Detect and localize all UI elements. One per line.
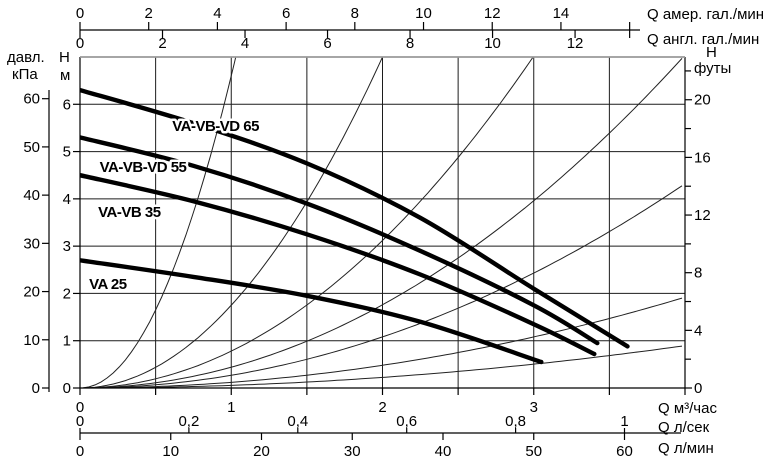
pump-curve-va-vb-vd-65 <box>80 87 630 349</box>
system-curve <box>83 185 683 388</box>
tick-label-us-gpm: 8 <box>351 5 359 22</box>
tick-label-m: 3 <box>63 238 71 255</box>
tick-label-ls: 0,2 <box>178 413 199 430</box>
tick-label-ls: 0,6 <box>396 413 417 430</box>
tick-label-kpa: 20 <box>23 284 40 301</box>
pump-curve-label-va-vb-vd-65: VA-VB-VD 65 <box>172 118 259 135</box>
tick-label-us-gpm: 6 <box>282 5 290 22</box>
tick-label-kpa: 60 <box>23 91 40 108</box>
tick-label-uk-gpm: 0 <box>76 35 84 52</box>
pump-curve-label-va-vb-35: VA-VB 35 <box>98 204 161 221</box>
tick-label-m: 2 <box>63 285 71 302</box>
tick-label-uk-gpm: 2 <box>158 35 166 52</box>
axis-unit-uk-gpm: Q англ. гал./мин <box>647 31 759 48</box>
tick-label-m: 6 <box>63 96 71 113</box>
tick-label-lmin: 20 <box>253 443 270 460</box>
tick-label-uk-gpm: 8 <box>406 35 414 52</box>
tick-label-us-gpm: 0 <box>76 5 84 22</box>
tick-label-kpa: 40 <box>23 187 40 204</box>
axis-unit-ft: футы <box>694 60 731 77</box>
tick-label-ft: 8 <box>694 265 702 282</box>
tick-label-m3h: 2 <box>378 399 386 416</box>
axis-unit-m: м <box>60 67 70 84</box>
tick-label-m: 5 <box>63 144 71 161</box>
system-curve <box>82 57 384 388</box>
tick-label-lmin: 40 <box>435 443 452 460</box>
tick-label-m3h: 0 <box>76 399 84 416</box>
tick-label-lmin: 30 <box>344 443 361 460</box>
tick-label-m3h: 1 <box>227 399 235 416</box>
tick-label-ft: 4 <box>694 322 702 339</box>
system-curve <box>82 58 683 388</box>
tick-label-ls: 0 <box>76 413 84 430</box>
system-curve <box>82 57 534 388</box>
tick-label-us-gpm: 2 <box>145 5 153 22</box>
tick-label-ls: 1 <box>620 413 628 430</box>
tick-label-ft: 12 <box>694 207 711 224</box>
system-curve <box>83 345 683 388</box>
tick-label-ft: 16 <box>694 149 711 166</box>
axis-unit-ls: Q л/сек <box>658 419 710 436</box>
tick-label-lmin: 10 <box>162 443 179 460</box>
tick-label-kpa: 50 <box>23 139 40 156</box>
tick-label-lmin: 50 <box>525 443 542 460</box>
tick-label-us-gpm: 10 <box>415 5 432 22</box>
tick-label-lmin: 60 <box>616 443 633 460</box>
tick-label-m: 0 <box>63 380 71 397</box>
axis-unit-pressure: давл. <box>7 49 45 66</box>
tick-label-us-gpm: 12 <box>484 5 501 22</box>
system-curve <box>83 297 683 388</box>
tick-label-us-gpm: 14 <box>553 5 570 22</box>
tick-label-kpa: 30 <box>23 235 40 252</box>
pump-curve-va-25 <box>80 258 544 365</box>
axis-unit-m3h: Q м³/час <box>658 400 717 417</box>
tick-label-lmin: 0 <box>76 443 84 460</box>
tick-label-uk-gpm: 6 <box>323 35 331 52</box>
tick-label-ls: 0,4 <box>287 413 308 430</box>
tick-label-kpa: 0 <box>32 380 40 397</box>
pump-curve-label-va-25: VA 25 <box>89 276 127 293</box>
tick-label-m: 4 <box>63 191 71 208</box>
tick-label-ft: 0 <box>694 380 702 397</box>
axis-unit-head-h-right: H <box>706 44 717 61</box>
tick-label-ft: 20 <box>694 92 711 109</box>
axis-unit-kpa: кПа <box>12 66 38 83</box>
system-curve <box>82 57 237 388</box>
tick-label-uk-gpm: 4 <box>241 35 249 52</box>
axis-unit-head-h: H <box>59 49 70 66</box>
pump-curve-va-vb-35 <box>80 173 597 357</box>
tick-label-m: 1 <box>63 333 71 350</box>
tick-label-ls: 0,8 <box>505 413 526 430</box>
axis-unit-lmin: Q л/мин <box>658 440 714 457</box>
tick-label-m3h: 3 <box>530 399 538 416</box>
tick-label-uk-gpm: 10 <box>484 35 501 52</box>
tick-label-uk-gpm: 12 <box>567 35 584 52</box>
tick-label-kpa: 10 <box>23 332 40 349</box>
pump-curve-va-vb-vd-55 <box>80 135 600 346</box>
pump-curve-label-va-vb-vd-55: VA-VB-VD 55 <box>100 159 187 176</box>
axis-unit-us-gpm: Q амер. гал./мин <box>647 6 764 23</box>
tick-label-us-gpm: 4 <box>213 5 221 22</box>
